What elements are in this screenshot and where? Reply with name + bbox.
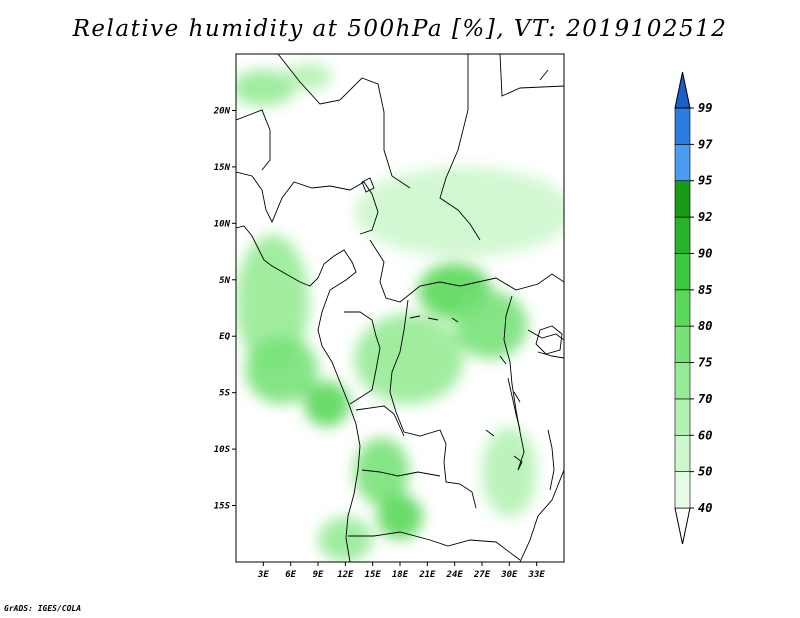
lon-tick-label: 27E: [473, 570, 491, 580]
humidity-region-11: [354, 313, 464, 404]
lon-tick-label: 33E: [528, 570, 546, 580]
lat-tick-label: 15S: [214, 502, 231, 512]
lat-tick-label: 5S: [219, 389, 230, 399]
colorbar-bin: [674, 362, 691, 400]
lat-tick-label: 15N: [214, 163, 231, 173]
colorbar-label: 90: [698, 246, 712, 260]
lon-tick-label: 3E: [257, 570, 269, 580]
border-sudan: [499, 54, 564, 97]
humidity-region-10: [377, 494, 423, 540]
border-drc-east: [503, 295, 525, 471]
humidity-region-6: [304, 381, 350, 427]
border-congo: [344, 311, 381, 405]
colorbar-bin: [674, 434, 691, 472]
colorbar-label: 50: [698, 465, 712, 479]
colorbar-label: 92: [698, 210, 712, 224]
colorbar-bin: [674, 398, 691, 436]
border-north-b: [236, 109, 271, 171]
colorbar-label: 80: [698, 319, 712, 333]
colorbar-bin: [674, 107, 691, 145]
lat-tick-label: 5N: [219, 276, 230, 286]
border-drc-west: [389, 299, 477, 509]
lat-tick-label: 10N: [214, 219, 231, 229]
lon-tick-label: 18E: [392, 570, 409, 580]
colorbar-label: 75: [698, 356, 712, 370]
humidity-region-5: [245, 336, 318, 404]
border-chad-east: [439, 54, 481, 241]
latitude-axis: 20N 15N 10N 5N EQ 5S 10S 15S: [213, 106, 236, 512]
colorbar: 40 50 60 70 75 80 85 90 92 95 97 99: [674, 71, 713, 545]
humidity-region-1: [236, 69, 296, 106]
border-central: [369, 239, 564, 303]
colorbar-bin: [674, 216, 691, 254]
colorbar-bin: [674, 325, 691, 363]
colorbar-label: 95: [698, 174, 712, 188]
lon-tick-label: 12E: [337, 570, 354, 580]
colorbar-bin: [674, 289, 691, 327]
colorbar-label: 70: [698, 392, 712, 406]
lat-tick-label: 10S: [214, 445, 231, 455]
coastline-west: [236, 225, 361, 562]
lon-tick-label: 15E: [365, 570, 382, 580]
colorbar-bin: [674, 144, 691, 182]
chart-title: Relative humidity at 500hPa [%], VT: 201…: [72, 16, 728, 42]
lake-tanganyika: [507, 377, 521, 431]
colorbar-label: 60: [698, 428, 712, 442]
lat-tick-label: 20N: [213, 106, 231, 116]
colorbar-label: 97: [698, 137, 713, 151]
colorbar-label: 99: [698, 101, 712, 115]
colorbar-label: 40: [698, 501, 712, 515]
lon-tick-label: 24E: [446, 570, 464, 580]
humidity-region-2: [286, 63, 332, 91]
lake-chad: [361, 177, 375, 193]
humidity-region-13: [318, 516, 373, 562]
nile-mark: [539, 69, 549, 81]
colorbar-bin: [674, 253, 691, 291]
border-south: [348, 531, 521, 561]
inland-marks: [409, 315, 523, 471]
humidity-region-3: [354, 166, 564, 258]
border-north-a: [277, 54, 411, 189]
humidity-region-12: [482, 426, 537, 517]
coast-east: [519, 469, 564, 562]
longitude-axis: 3E 6E 9E 12E 15E 18E 21E 24E 27E 30E 33E: [257, 562, 545, 580]
lake-victoria: [535, 325, 563, 355]
lon-tick-label: 6E: [285, 570, 296, 580]
colorbar-label: 85: [698, 283, 712, 297]
border-east-lakes: [527, 329, 564, 359]
lon-tick-label: 9E: [313, 570, 324, 580]
humidity-region-9: [354, 437, 410, 506]
colorbar-bin: [674, 471, 691, 509]
colorbar-high-arrow: [674, 71, 691, 109]
lon-tick-label: 30E: [500, 570, 518, 580]
colorbar-low-arrow: [674, 507, 691, 545]
colorbar-bin: [674, 180, 691, 218]
humidity-region-8: [454, 291, 528, 359]
lon-tick-label: 21E: [418, 570, 436, 580]
coastline-sahel-north: [236, 171, 379, 235]
coastlines-borders: [236, 54, 564, 562]
humidity-field: [236, 54, 564, 562]
humidity-region-4: [236, 234, 309, 371]
lake-malawi: [547, 429, 555, 491]
border-angola: [355, 405, 441, 477]
grads-credit: GrADS: IGES/COLA: [4, 604, 82, 613]
lat-tick-label: EQ: [219, 332, 230, 342]
